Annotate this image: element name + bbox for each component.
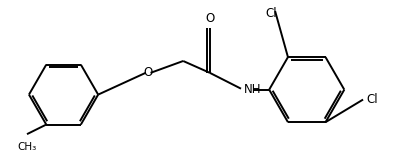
Text: CH₃: CH₃ — [17, 142, 36, 152]
Text: Cl: Cl — [265, 7, 277, 20]
Text: NH: NH — [244, 83, 261, 96]
Text: Cl: Cl — [366, 93, 378, 106]
Text: O: O — [143, 66, 152, 79]
Text: O: O — [205, 12, 215, 25]
